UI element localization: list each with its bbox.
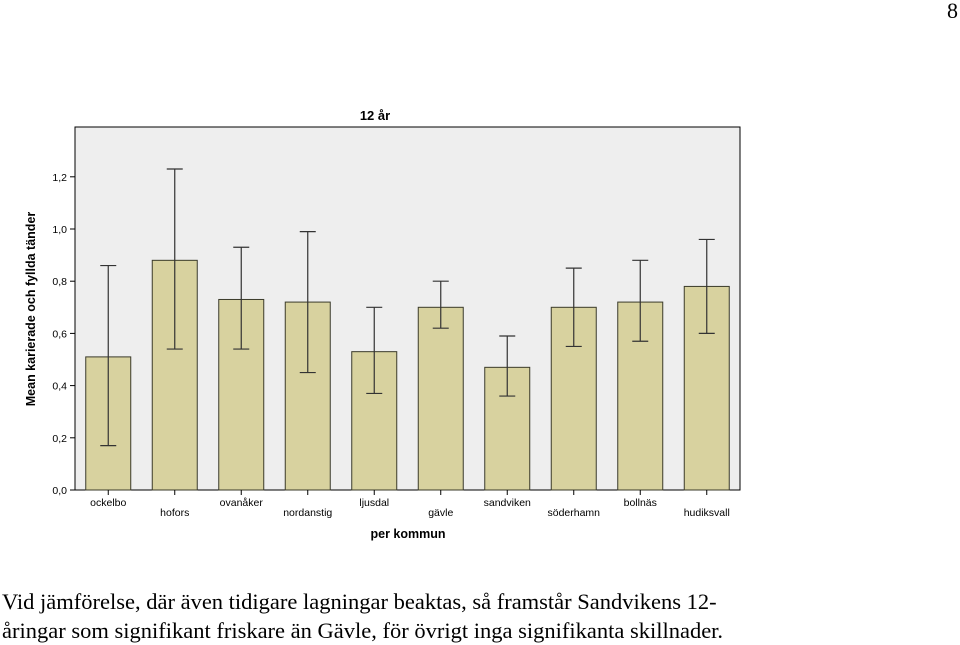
error-bar-series <box>100 168 715 447</box>
x-tick-label: söderhamn <box>547 507 600 519</box>
x-tick-label: ovanåker <box>220 497 264 509</box>
x-tick-label: bollnäs <box>624 497 657 509</box>
y-axis: 0,0 0,2 0,4 0,6 0,8 1,0 1,2 <box>52 172 75 497</box>
x-axis-label: per kommun <box>370 527 445 541</box>
x-tick-label: hudiksvall <box>684 507 730 519</box>
y-tick-label: 1,2 <box>52 172 67 184</box>
y-tick-label: 0,4 <box>52 381 67 393</box>
y-tick-label: 1,0 <box>52 224 67 236</box>
y-tick-label: 0,0 <box>52 485 67 497</box>
y-axis-label: Mean karierade och fyllda tänder <box>24 212 38 407</box>
x-tick-label: ockelbo <box>90 497 126 509</box>
y-tick-label: 0,6 <box>52 328 67 340</box>
y-tick-label: 0,2 <box>52 433 67 445</box>
x-tick-label: gävle <box>428 507 453 519</box>
x-tick-label: nordanstig <box>283 507 332 519</box>
bar-chart: 12 år 0,0 0,2 0,4 0,6 0,8 1,0 1,2 ockelbo hofor… <box>24 108 741 541</box>
x-tick-label: hofors <box>160 507 189 519</box>
caption-line: åringar som signifikant friskare än Gävl… <box>2 618 724 643</box>
caption: Vid jämförelse, där även tidigare lagnin… <box>2 587 952 645</box>
x-tick-label: ljusdal <box>359 497 389 509</box>
x-tick-label: sandviken <box>484 497 531 509</box>
bar <box>417 306 464 491</box>
y-tick-label: 0,8 <box>52 276 67 288</box>
page-number: 8 <box>947 0 958 23</box>
caption-line: Vid jämförelse, där även tidigare lagnin… <box>2 589 717 614</box>
chart-title: 12 år <box>360 108 390 123</box>
x-axis: ockelbo hofors ovanåker nordanstig ljusdal gä… <box>90 490 730 519</box>
